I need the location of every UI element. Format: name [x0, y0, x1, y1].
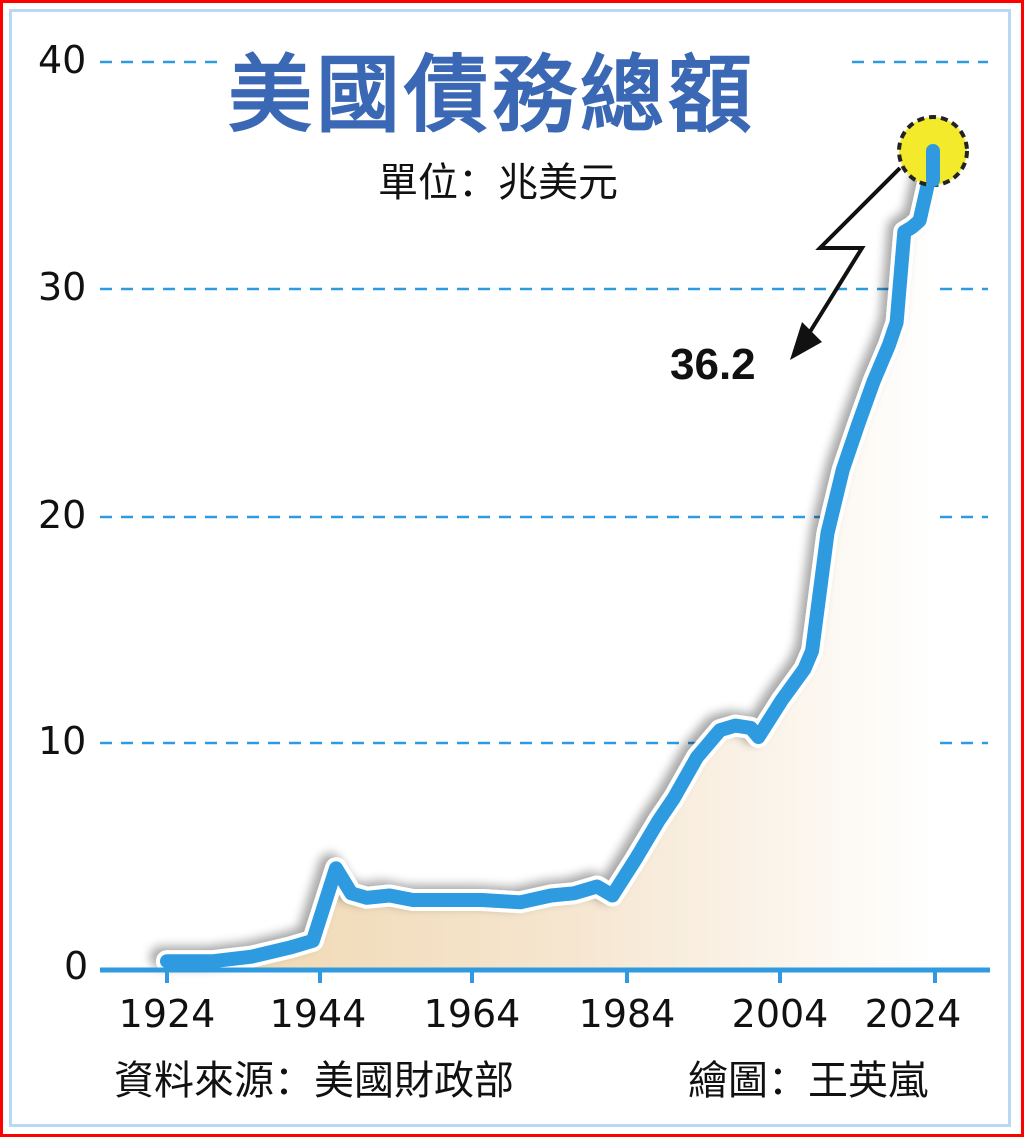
x-tick-1944: 1944: [269, 992, 367, 1036]
y-tick-10: 10: [38, 719, 87, 763]
x-tick-1964: 1964: [423, 992, 521, 1036]
y-tick-40: 40: [38, 38, 87, 82]
value-callout: 36.2: [670, 340, 756, 389]
y-tick-0: 0: [64, 944, 89, 988]
x-tick-1984: 1984: [578, 992, 676, 1036]
x-axis: [100, 967, 990, 983]
callout-arrow-icon: [806, 166, 902, 337]
debt-area: [167, 148, 935, 969]
x-tick-2004: 2004: [731, 992, 829, 1036]
debt-line: [160, 141, 942, 969]
data-source: 資料來源：美國財政部: [114, 1058, 514, 1104]
chart-title: 美國債務總額: [228, 46, 757, 144]
y-tick-20: 20: [38, 493, 87, 537]
y-tick-30: 30: [38, 265, 87, 309]
graphic-credit: 繪圖：王英嵐: [688, 1058, 928, 1104]
unit-label: 單位：兆美元: [378, 160, 618, 206]
x-tick-1924: 1924: [118, 992, 216, 1036]
x-tick-2024: 2024: [864, 992, 962, 1036]
